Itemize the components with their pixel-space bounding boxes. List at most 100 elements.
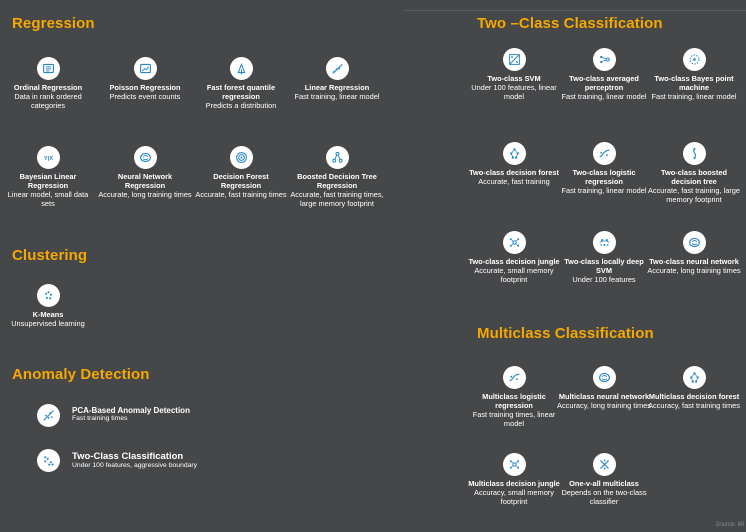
brain-icon — [682, 231, 706, 254]
regression-item-neural-network-regression: Neural Network Regression Accurate, long … — [97, 146, 193, 200]
jungle-icon — [502, 231, 526, 254]
forest-dots-icon-glyph — [509, 148, 519, 159]
svm-icon — [502, 48, 526, 71]
algorithm-description: Predicts event counts — [109, 91, 181, 101]
algorithm-name: Poisson Regression — [109, 83, 181, 92]
algorithm-description: Accuracy, small memory footprint — [474, 487, 554, 506]
two_class-item-two-class-locally-deep-svm: Two-class locally deep SVM Under 100 feat… — [556, 231, 652, 285]
tree-icon-glyph — [331, 151, 343, 163]
deep-svm-icon-glyph — [598, 239, 610, 246]
multiclass-item-one-v-all-multiclass: One-v-all multiclass Depends on the two-c… — [556, 453, 652, 507]
clustering-item-k-means: K-Means Unsupervised learning — [0, 284, 96, 329]
pca-icon-glyph — [43, 410, 54, 421]
regression-item-poisson-regression: Poisson Regression Predicts event counts — [97, 57, 193, 102]
forest-dots-icon-glyph — [689, 372, 699, 383]
multiclass-item-multiclass-decision-forest: Multiclass decision forest Accuracy, fast… — [646, 366, 742, 411]
chart-card-icon — [133, 57, 157, 80]
two_class-item-two-class-svm: Two-class SVM Under 100 features, linear … — [466, 48, 562, 102]
cluster-icon — [36, 284, 60, 307]
algorithm-description: Depends on the two-class classifier — [561, 487, 647, 506]
multiclass-item-multiclass-logistic-regression: Multiclass logistic regression Fast train… — [466, 366, 562, 429]
algorithm-name: K-Means — [32, 310, 64, 319]
multiclass-item-multiclass-decision-jungle: Multiclass decision jungle Accuracy, smal… — [466, 453, 562, 507]
algorithm-description: Fast training times — [72, 415, 128, 422]
algorithm-name: Multiclass neural network — [558, 392, 650, 401]
algorithm-description: Predicts a distribution — [205, 100, 277, 110]
algorithm-name: Multiclass decision jungle — [468, 479, 560, 488]
two_class-item-two-class-averaged-perceptron: Two-class averaged perceptron Fast traini… — [556, 48, 652, 102]
algorithm-description: Fast training, linear model — [561, 185, 647, 195]
forest-dots-icon — [502, 142, 526, 165]
algorithm-description: Under 100 features — [572, 274, 636, 284]
target-icon — [229, 146, 253, 169]
brain-icon-glyph — [598, 372, 610, 383]
scatter-icon-glyph — [44, 456, 54, 466]
source-note: Source: Mi — [715, 522, 744, 528]
regression-item-ordinal-regression: Ordinal Regression Data in rank ordered c… — [0, 57, 96, 111]
algorithm-description: Accurate, fast training times — [195, 189, 287, 199]
svg-text:Y|X: Y|X — [43, 156, 52, 162]
jungle-icon-glyph — [509, 238, 519, 247]
one-vs-all-icon — [592, 453, 616, 476]
clustering-heading: Clustering — [12, 247, 88, 264]
algorithm-name: Fast forest quantile regression — [206, 83, 276, 101]
trend-line-icon-glyph — [331, 64, 343, 74]
brain-icon — [133, 146, 157, 169]
brain-icon-glyph — [139, 152, 151, 163]
bayes-point-icon — [682, 48, 706, 71]
algorithm-name: Two-class averaged perceptron — [569, 74, 639, 92]
forest-icon-glyph — [236, 63, 246, 75]
algorithm-name: Bayesian Linear Regression — [19, 172, 77, 190]
bayes-point-icon-glyph — [689, 54, 699, 65]
one-vs-all-icon-glyph — [599, 459, 609, 470]
algorithm-name: Linear Regression — [304, 83, 370, 92]
multiclass-heading: Multiclass Classification — [477, 325, 654, 342]
algorithm-name: Neural Network Regression — [117, 172, 173, 190]
algorithm-name: Multiclass logistic regression — [482, 392, 546, 410]
boosted-tree-icon — [682, 142, 706, 165]
algorithm-description: Accuracy, fast training times — [648, 400, 740, 410]
perceptron-icon-glyph — [599, 55, 610, 64]
algorithm-description: Linear model, small data sets — [7, 189, 89, 208]
two_class-item-two-class-logistic-regression: Two-class logistic regression Fast traini… — [556, 142, 652, 196]
jungle-icon-glyph — [509, 460, 519, 469]
anomaly-item-pca-based-anomaly-detection: PCA-Based Anomaly Detection Fast training… — [37, 404, 190, 427]
algorithm-name: Two-class decision jungle — [468, 257, 560, 266]
chart-card-icon-glyph — [139, 63, 151, 74]
perceptron-icon — [592, 48, 616, 71]
bayes-icon-glyph: Y|X — [43, 156, 52, 162]
target-icon-glyph — [235, 152, 247, 163]
table-icon-glyph — [42, 63, 54, 74]
jungle-icon — [502, 453, 526, 476]
logistic-icon-glyph — [598, 149, 609, 158]
algorithm-description: Fast training, linear model — [651, 91, 737, 101]
algorithm-description: Under 100 features, linear model — [471, 82, 557, 101]
trend-line-icon — [325, 57, 349, 80]
forest-icon — [229, 57, 253, 80]
algorithm-description: Accurate, fast training — [478, 176, 550, 186]
algorithm-name: Ordinal Regression — [13, 83, 83, 92]
regression-heading: Regression — [12, 15, 95, 32]
anomaly-item-two-class-classification: Two-Class Classification Under 100 featur… — [37, 449, 197, 472]
algorithm-description: Accurate, small memory footprint — [474, 265, 554, 284]
algorithm-description: Accuracy, long training times — [557, 400, 651, 410]
two_class-item-two-class-decision-jungle: Two-class decision jungle Accurate, small… — [466, 231, 562, 285]
algorithm-description: Fast training, linear model — [561, 91, 647, 101]
algorithm-text: PCA-Based Anomaly Detection Fast training… — [72, 404, 190, 422]
algorithm-description: Data in rank ordered categories — [14, 91, 82, 110]
algorithm-description: Accurate, fast training times, large mem… — [290, 189, 384, 208]
logistic-icon — [592, 142, 616, 165]
algorithm-description: Unsupervised learning — [11, 318, 85, 328]
logistic-icon-glyph — [508, 373, 519, 382]
algorithm-name: PCA-Based Anomaly Detection — [72, 406, 190, 415]
two-class-heading: Two –Class Classification — [477, 15, 663, 32]
logistic-icon — [502, 366, 526, 389]
algorithm-name: Two-class SVM — [487, 74, 541, 83]
algorithm-name: One-v-all multiclass — [569, 479, 639, 488]
multiclass-item-multiclass-neural-network: Multiclass neural network Accuracy, long … — [556, 366, 652, 411]
svm-icon-glyph — [508, 54, 520, 65]
algorithm-name: Two-class Bayes point machine — [654, 74, 734, 92]
regression-item-decision-forest-regression: Decision Forest Regression Accurate, fast… — [193, 146, 289, 200]
two_class-item-two-class-bayes-point-machine: Two-class Bayes point machine Fast traini… — [646, 48, 742, 102]
algorithm-name: Multiclass decision forest — [648, 392, 740, 401]
